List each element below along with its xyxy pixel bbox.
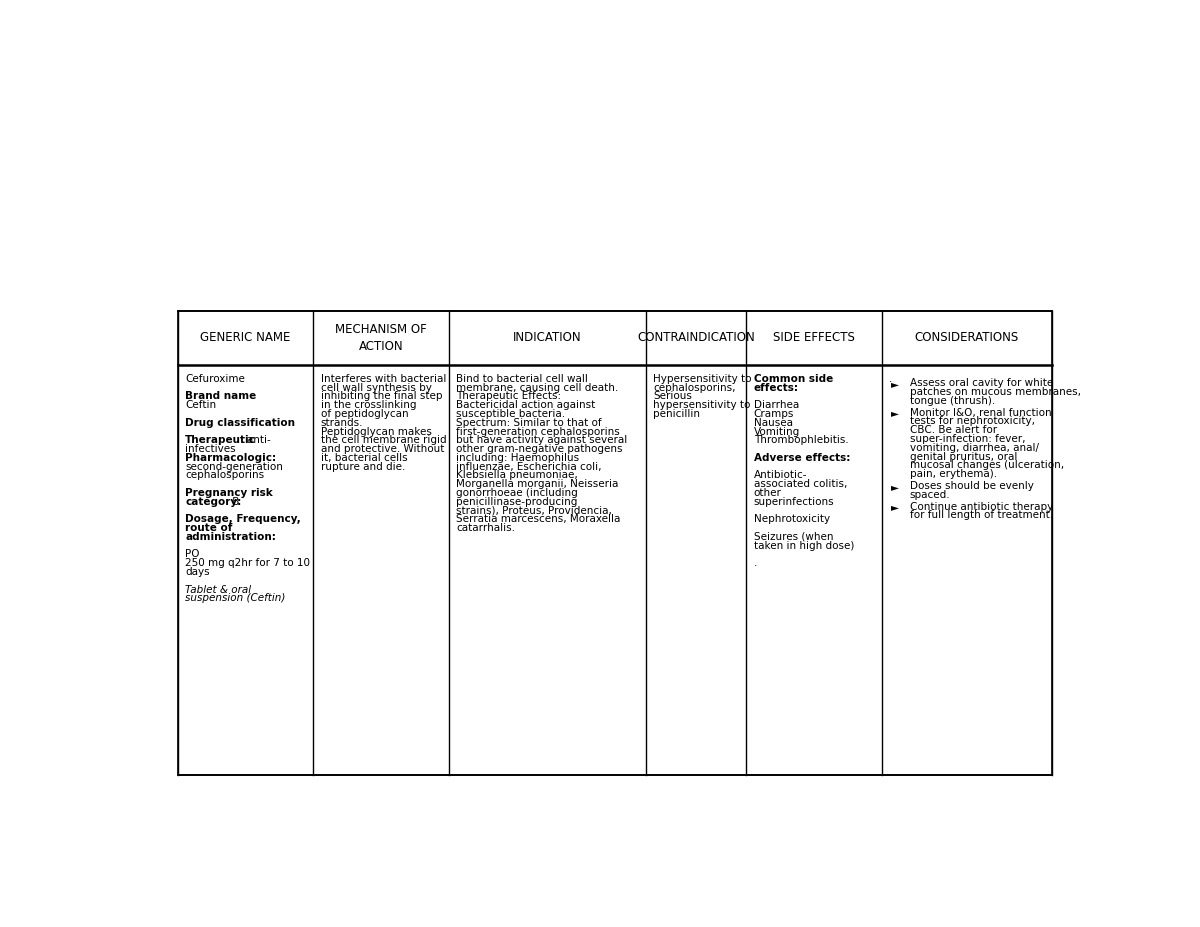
Text: .: . — [889, 374, 893, 384]
Text: genital pruritus, oral: genital pruritus, oral — [910, 451, 1016, 462]
Text: 250 mg q2hr for 7 to 10: 250 mg q2hr for 7 to 10 — [185, 558, 311, 568]
Text: other: other — [754, 488, 781, 498]
Text: strains), Proteus, Providencia,: strains), Proteus, Providencia, — [456, 505, 612, 515]
Text: Bind to bacterial cell wall: Bind to bacterial cell wall — [456, 374, 588, 384]
Text: Antibiotic-: Antibiotic- — [754, 471, 808, 480]
Text: Vomiting: Vomiting — [754, 426, 800, 437]
Text: Klebsiella pneumoniae,: Klebsiella pneumoniae, — [456, 471, 578, 480]
Text: GENERIC NAME: GENERIC NAME — [200, 331, 290, 344]
Text: hypersensitivity to: hypersensitivity to — [653, 400, 750, 411]
Text: PO: PO — [185, 550, 200, 560]
Text: Therapeutic Effects:: Therapeutic Effects: — [456, 391, 562, 401]
Text: CONTRAINDICATION: CONTRAINDICATION — [637, 331, 755, 344]
Text: Ceftin: Ceftin — [185, 400, 216, 411]
Text: Seizures (when: Seizures (when — [754, 532, 833, 542]
Text: vomiting, diarrhea, anal/: vomiting, diarrhea, anal/ — [910, 443, 1038, 452]
Text: Interferes with bacterial: Interferes with bacterial — [320, 374, 446, 384]
Text: Spectrum: Similar to that of: Spectrum: Similar to that of — [456, 418, 602, 427]
Text: effects:: effects: — [754, 383, 798, 393]
Text: for full length of treatment.: for full length of treatment. — [910, 511, 1052, 520]
Text: but have activity against several: but have activity against several — [456, 436, 628, 445]
Text: Hypersensitivity to: Hypersensitivity to — [653, 374, 751, 384]
Text: penicillinase-producing: penicillinase-producing — [456, 497, 577, 507]
Text: it, bacterial cells: it, bacterial cells — [320, 453, 408, 463]
Text: susceptible bacteria.: susceptible bacteria. — [456, 409, 565, 419]
Text: in the crosslinking: in the crosslinking — [320, 400, 416, 411]
Text: pain, erythema).: pain, erythema). — [910, 469, 997, 479]
Text: and protective. Without: and protective. Without — [320, 444, 444, 454]
Text: Adverse effects:: Adverse effects: — [754, 453, 850, 463]
Text: ►: ► — [890, 502, 899, 513]
Text: Dosage, Frequency,: Dosage, Frequency, — [185, 514, 301, 525]
Text: ►: ► — [890, 379, 899, 389]
Text: Common side: Common side — [754, 374, 833, 384]
Text: first-generation cephalosporins: first-generation cephalosporins — [456, 426, 620, 437]
Text: CBC. Be alert for: CBC. Be alert for — [910, 425, 997, 436]
Text: ►: ► — [890, 482, 899, 492]
Text: influenzae, Escherichia coli,: influenzae, Escherichia coli, — [456, 462, 602, 472]
Text: other gram-negative pathogens: other gram-negative pathogens — [456, 444, 623, 454]
Text: inhibiting the final step: inhibiting the final step — [320, 391, 443, 401]
Text: SIDE EFFECTS: SIDE EFFECTS — [773, 331, 854, 344]
Text: days: days — [185, 567, 210, 577]
Text: MECHANISM OF
ACTION: MECHANISM OF ACTION — [335, 323, 427, 353]
Text: mucosal changes (ulceration,: mucosal changes (ulceration, — [910, 461, 1063, 470]
Text: CONSIDERATIONS: CONSIDERATIONS — [914, 331, 1019, 344]
Text: patches on mucous membranes,: patches on mucous membranes, — [910, 387, 1080, 397]
Text: tongue (thrush).: tongue (thrush). — [910, 396, 995, 406]
Text: Drug classification: Drug classification — [185, 418, 295, 427]
Text: super-infection: fever,: super-infection: fever, — [910, 434, 1025, 444]
Text: Continue antibiotic therapy: Continue antibiotic therapy — [910, 502, 1052, 512]
Text: route of: route of — [185, 523, 233, 533]
Text: Monitor I&O, renal function: Monitor I&O, renal function — [910, 408, 1051, 418]
Text: gonorrhoeae (including: gonorrhoeae (including — [456, 488, 578, 498]
Text: second-generation: second-generation — [185, 462, 283, 472]
Text: penicillin: penicillin — [653, 409, 700, 419]
Text: Nephrotoxicity: Nephrotoxicity — [754, 514, 829, 525]
Text: infectives: infectives — [185, 444, 236, 454]
Text: Peptidoglycan makes: Peptidoglycan makes — [320, 426, 432, 437]
Text: membrane, causing cell death.: membrane, causing cell death. — [456, 383, 618, 393]
Text: Nausea: Nausea — [754, 418, 792, 427]
Text: Therapeutic: Therapeutic — [185, 436, 257, 445]
Text: taken in high dose): taken in high dose) — [754, 540, 854, 551]
Text: Pregnancy risk: Pregnancy risk — [185, 488, 274, 498]
Text: Tablet & oral: Tablet & oral — [185, 585, 252, 594]
Text: Serious: Serious — [653, 391, 692, 401]
Text: of peptidoglycan: of peptidoglycan — [320, 409, 408, 419]
Text: Cefuroxime: Cefuroxime — [185, 374, 245, 384]
Text: Thrombophlebitis.: Thrombophlebitis. — [754, 436, 848, 445]
Text: strands.: strands. — [320, 418, 364, 427]
Text: INDICATION: INDICATION — [512, 331, 582, 344]
Text: B: B — [229, 497, 239, 507]
Text: rupture and die.: rupture and die. — [320, 462, 406, 472]
Text: catarrhalis.: catarrhalis. — [456, 523, 515, 533]
Text: the cell membrane rigid: the cell membrane rigid — [320, 436, 446, 445]
Text: category:: category: — [185, 497, 241, 507]
Text: Doses should be evenly: Doses should be evenly — [910, 481, 1033, 491]
Text: cephalosporins: cephalosporins — [185, 471, 264, 480]
Text: Diarrhea: Diarrhea — [754, 400, 799, 411]
Text: Pharmacologic:: Pharmacologic: — [185, 453, 276, 463]
Text: tests for nephrotoxicity,: tests for nephrotoxicity, — [910, 416, 1034, 426]
Text: .: . — [754, 558, 757, 568]
Text: associated colitis,: associated colitis, — [754, 479, 847, 489]
Text: cell wall synthesis by: cell wall synthesis by — [320, 383, 432, 393]
Bar — [178, 311, 1052, 775]
Text: Serratia marcescens, Moraxella: Serratia marcescens, Moraxella — [456, 514, 620, 525]
Text: Cramps: Cramps — [754, 409, 794, 419]
Text: superinfections: superinfections — [754, 497, 834, 507]
Text: cephalosporins,: cephalosporins, — [653, 383, 736, 393]
Text: Morganella morganii, Neisseria: Morganella morganii, Neisseria — [456, 479, 619, 489]
Text: : anti-: : anti- — [240, 436, 271, 445]
Text: spaced.: spaced. — [910, 489, 950, 500]
Text: Bactericidal action against: Bactericidal action against — [456, 400, 595, 411]
Text: suspension (Ceftin): suspension (Ceftin) — [185, 593, 286, 603]
Text: including: Haemophilus: including: Haemophilus — [456, 453, 580, 463]
Text: Assess oral cavity for white: Assess oral cavity for white — [910, 378, 1052, 388]
Text: ►: ► — [890, 409, 899, 419]
Text: administration:: administration: — [185, 532, 276, 542]
Text: Brand name: Brand name — [185, 391, 257, 401]
